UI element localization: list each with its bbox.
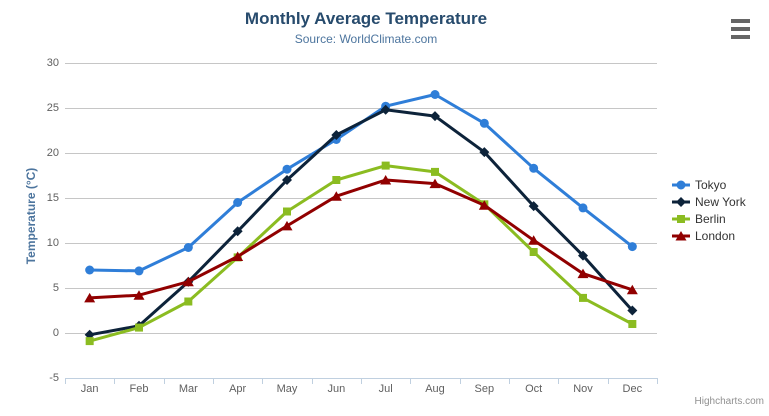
data-point-london-aug[interactable] <box>429 178 441 189</box>
data-point-london-dec[interactable] <box>626 284 638 295</box>
hamburger-menu-icon <box>731 19 750 39</box>
x-axis-label-mar: Mar <box>178 383 198 395</box>
legend-item-london[interactable]: London <box>672 227 746 244</box>
data-point-tokyo-may[interactable] <box>282 164 292 174</box>
series-line-london[interactable] <box>88 178 634 300</box>
data-point-london-nov[interactable] <box>577 268 589 279</box>
chart-subtitle: Source: WorldClimate.com <box>294 32 438 46</box>
legend-marker-diamond-icon <box>672 196 690 207</box>
data-point-berlin-may[interactable] <box>283 207 291 216</box>
data-point-london-jun[interactable] <box>330 191 342 201</box>
x-axis-label-may: May <box>276 383 298 395</box>
data-point-new-york-jun[interactable] <box>331 130 342 140</box>
data-point-berlin-aug[interactable] <box>431 167 439 176</box>
data-point-tokyo-jan[interactable] <box>85 265 95 275</box>
x-axis-label-jul: Jul <box>378 383 393 395</box>
data-point-tokyo-oct[interactable] <box>529 163 539 173</box>
data-point-berlin-oct[interactable] <box>529 248 538 256</box>
series-line-berlin[interactable] <box>88 164 634 343</box>
data-point-tokyo-sep[interactable] <box>479 118 489 128</box>
x-axis-label-aug: Aug <box>425 383 445 395</box>
legend-marker-triangle-icon <box>672 230 690 240</box>
menu-bar <box>731 35 750 39</box>
data-point-new-york-dec[interactable] <box>627 305 638 316</box>
chart-title: Monthly Average Temperature <box>244 9 488 28</box>
y-axis-label: 30 <box>46 57 59 69</box>
series-line-new-york[interactable] <box>88 108 634 337</box>
legend: Tokyo New York Berlin London <box>672 176 746 244</box>
x-axis-label-sep: Sep <box>474 383 495 395</box>
context-menu-button[interactable] <box>731 19 750 39</box>
y-axis-label: 20 <box>46 147 59 159</box>
data-point-berlin-jul[interactable] <box>381 161 390 170</box>
legend-label: Berlin <box>695 211 726 226</box>
y-axis-label: 0 <box>52 327 59 339</box>
x-axis-label-dec: Dec <box>622 383 643 395</box>
x-axis-label-apr: Apr <box>229 383 247 395</box>
data-point-tokyo-aug[interactable] <box>430 90 440 99</box>
data-point-london-mar[interactable] <box>182 276 194 287</box>
menu-bar <box>731 19 750 23</box>
data-point-tokyo-nov[interactable] <box>578 203 588 213</box>
data-point-tokyo-feb[interactable] <box>134 266 144 276</box>
x-axis-label-feb: Feb <box>129 383 149 395</box>
y-axis-label: 25 <box>46 102 59 114</box>
x-axis-label-oct: Oct <box>525 383 543 395</box>
x-axis-label-jan: Jan <box>80 383 99 395</box>
legend-label: Tokyo <box>695 177 727 192</box>
legend-label: New York <box>695 194 746 209</box>
legend-item-berlin[interactable]: Berlin <box>672 210 746 227</box>
highcharts-credits-link[interactable]: Highcharts.com <box>694 396 764 407</box>
data-point-berlin-jun[interactable] <box>332 176 341 184</box>
data-point-new-york-jul[interactable] <box>380 104 391 115</box>
data-point-london-jul[interactable] <box>380 175 392 185</box>
legend-marker-square-icon <box>672 214 690 223</box>
data-point-tokyo-dec[interactable] <box>627 242 637 252</box>
data-point-new-york-apr[interactable] <box>232 226 243 237</box>
data-point-london-apr[interactable] <box>232 251 244 262</box>
x-axis-label-nov: Nov <box>573 383 593 395</box>
y-axis-label: 10 <box>46 237 59 249</box>
data-point-london-sep[interactable] <box>478 200 490 210</box>
x-axis-label-jun: Jun <box>327 383 346 395</box>
data-point-new-york-aug[interactable] <box>430 111 440 122</box>
data-point-london-oct[interactable] <box>528 235 540 245</box>
data-point-tokyo-mar[interactable] <box>183 243 193 252</box>
data-point-new-york-may[interactable] <box>282 175 292 185</box>
menu-bar <box>731 27 750 31</box>
legend-marker-circle-icon <box>672 180 690 189</box>
data-point-new-york-nov[interactable] <box>578 250 588 261</box>
data-point-london-feb[interactable] <box>133 290 145 300</box>
data-point-berlin-nov[interactable] <box>579 293 587 302</box>
legend-item-tokyo[interactable]: Tokyo <box>672 176 746 193</box>
legend-label: London <box>695 228 736 243</box>
data-point-berlin-dec[interactable] <box>628 320 637 328</box>
data-point-london-jan[interactable] <box>84 292 96 303</box>
data-point-new-york-sep[interactable] <box>479 147 490 158</box>
data-point-berlin-mar[interactable] <box>184 297 193 306</box>
y-axis-label: 5 <box>52 282 59 294</box>
data-point-berlin-jan[interactable] <box>85 337 94 346</box>
data-point-london-may[interactable] <box>281 220 293 231</box>
legend-item-new-york[interactable]: New York <box>672 193 746 210</box>
data-point-new-york-oct[interactable] <box>528 201 539 212</box>
y-axis-label: 15 <box>46 192 59 204</box>
data-point-tokyo-apr[interactable] <box>233 198 243 207</box>
y-axis-label: -5 <box>49 372 59 384</box>
data-point-berlin-feb[interactable] <box>135 323 143 332</box>
